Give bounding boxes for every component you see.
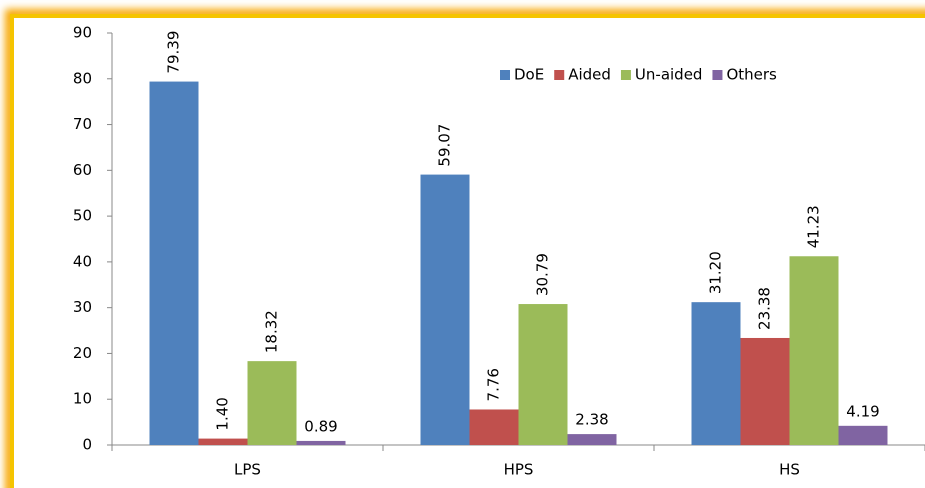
legend-label: Un-aided <box>635 66 703 84</box>
legend-label: DoE <box>514 66 544 84</box>
data-label: 59.07 <box>436 124 454 167</box>
x-tick-label: LPS <box>234 461 261 479</box>
data-label: 79.39 <box>165 31 183 74</box>
data-label: 2.38 <box>575 411 608 429</box>
data-label: 23.38 <box>756 287 774 330</box>
legend-label: Aided <box>568 66 611 84</box>
bar <box>469 409 519 445</box>
bar <box>789 256 839 445</box>
y-tick-label: 70 <box>73 115 92 133</box>
y-tick-label: 40 <box>73 252 92 270</box>
bar <box>691 302 741 445</box>
data-label: 1.40 <box>214 397 232 430</box>
y-tick-label: 50 <box>73 207 92 225</box>
bar <box>149 81 199 445</box>
data-label: 30.79 <box>534 253 552 296</box>
legend-swatch <box>620 70 631 80</box>
y-tick-label: 0 <box>82 436 92 454</box>
data-label: 41.23 <box>805 205 823 248</box>
legend-swatch <box>500 70 510 80</box>
bar <box>296 440 346 445</box>
data-label: 7.76 <box>485 368 503 401</box>
bar <box>247 361 297 445</box>
x-tick-label: HS <box>779 461 800 479</box>
legend-swatch <box>554 70 565 80</box>
bar <box>420 174 470 445</box>
y-tick-label: 80 <box>73 69 92 87</box>
bar <box>740 337 790 445</box>
y-tick-label: 20 <box>73 344 92 362</box>
x-tick-label: HPS <box>504 461 534 479</box>
legend-label: Others <box>726 66 777 84</box>
y-tick-label: 30 <box>73 298 92 316</box>
y-tick-label: 60 <box>73 161 92 179</box>
data-label: 31.20 <box>707 251 725 294</box>
bar <box>198 438 248 445</box>
bar <box>567 434 617 445</box>
bar <box>838 425 888 445</box>
data-label: 0.89 <box>304 417 337 435</box>
legend-swatch <box>712 70 723 80</box>
bar <box>518 304 568 445</box>
data-label: 4.19 <box>846 402 879 420</box>
data-label: 18.32 <box>263 310 281 353</box>
y-tick-label: 90 <box>73 24 92 42</box>
y-tick-label: 10 <box>73 390 92 408</box>
